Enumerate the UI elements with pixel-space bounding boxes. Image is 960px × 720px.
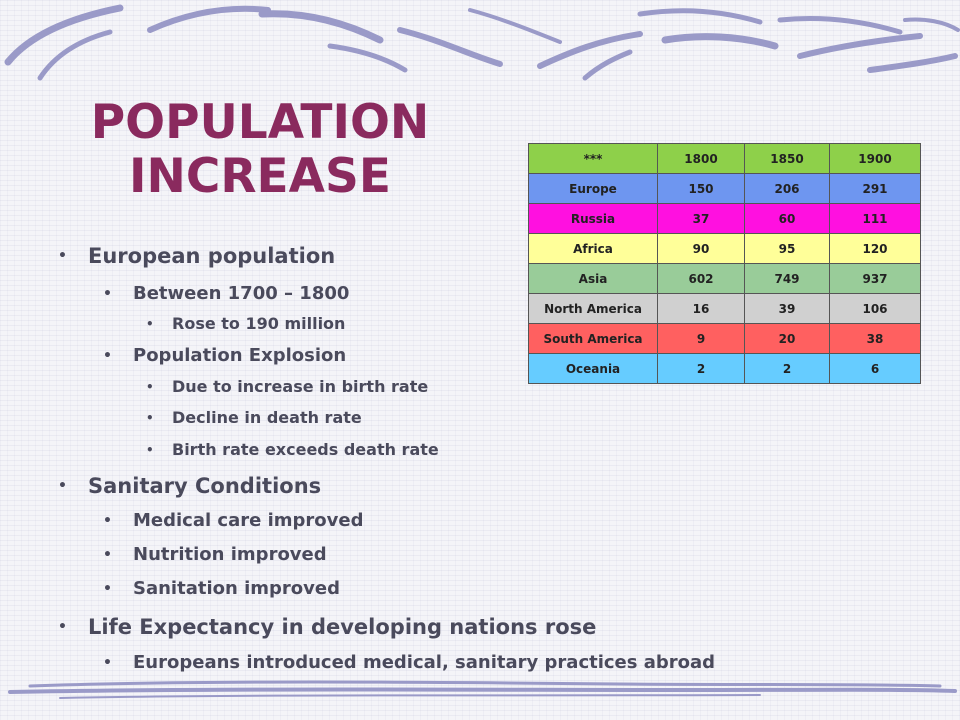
table-row: Russia 37 60 111 [528,203,921,234]
region-cell: South America [528,323,658,354]
table-row: Oceania 2 2 6 [528,353,921,384]
table-row: Africa 90 95 120 [528,233,921,264]
table-header-cell: 1900 [829,143,921,174]
value-cell: 150 [657,173,745,204]
bullet-population-explosion: Population Explosion [103,345,346,367]
region-cell: Russia [528,203,658,234]
value-cell: 39 [744,293,830,324]
value-cell: 16 [657,293,745,324]
value-cell: 120 [829,233,921,264]
value-cell: 111 [829,203,921,234]
value-cell: 6 [829,353,921,384]
bottom-brush-decoration [8,680,957,699]
table-header-cell: *** [528,143,658,174]
bullet-nutrition: Nutrition improved [103,544,327,566]
title-line-1: POPULATION [90,95,430,150]
title-line-2: INCREASE [129,149,391,204]
region-cell: Africa [528,233,658,264]
value-cell: 2 [744,353,830,384]
table-row: Asia 602 749 937 [528,263,921,294]
bullet-sanitation: Sanitation improved [103,578,340,600]
value-cell: 206 [744,173,830,204]
table-row: Europe 150 206 291 [528,173,921,204]
value-cell: 937 [829,263,921,294]
value-cell: 291 [829,173,921,204]
region-cell: Oceania [528,353,658,384]
bullet-decline-death-rate: Decline in death rate [146,408,362,428]
value-cell: 9 [657,323,745,354]
bullet-rose-to-190-million: Rose to 190 million [146,314,346,334]
bullet-medical-care: Medical care improved [103,510,364,532]
region-cell: North America [528,293,658,324]
value-cell: 90 [657,233,745,264]
population-table: *** 1800 1850 1900 Europe 150 206 291 Ru… [528,143,921,384]
value-cell: 749 [744,263,830,294]
table-row: North America 16 39 106 [528,293,921,324]
value-cell: 38 [829,323,921,354]
value-cell: 37 [657,203,745,234]
bullet-europeans-introduced: Europeans introduced medical, sanitary p… [103,652,715,674]
table-header-cell: 1800 [657,143,745,174]
bullet-birth-exceeds-death: Birth rate exceeds death rate [146,440,439,460]
bullet-european-population: European population [58,243,335,269]
bullet-birth-rate-increase: Due to increase in birth rate [146,377,428,397]
value-cell: 602 [657,263,745,294]
region-cell: Asia [528,263,658,294]
value-cell: 60 [744,203,830,234]
region-cell: Europe [528,173,658,204]
value-cell: 106 [829,293,921,324]
bullet-between-1700-1800: Between 1700 – 1800 [103,283,349,305]
value-cell: 95 [744,233,830,264]
table-header-row: *** 1800 1850 1900 [528,143,921,174]
page-title: POPULATION INCREASE [60,96,460,204]
top-brush-decoration [4,4,960,81]
bullet-sanitary-conditions: Sanitary Conditions [58,473,321,499]
value-cell: 20 [744,323,830,354]
value-cell: 2 [657,353,745,384]
table-row: South America 9 20 38 [528,323,921,354]
table-header-cell: 1850 [744,143,830,174]
bullet-life-expectancy: Life Expectancy in developing nations ro… [58,614,596,640]
